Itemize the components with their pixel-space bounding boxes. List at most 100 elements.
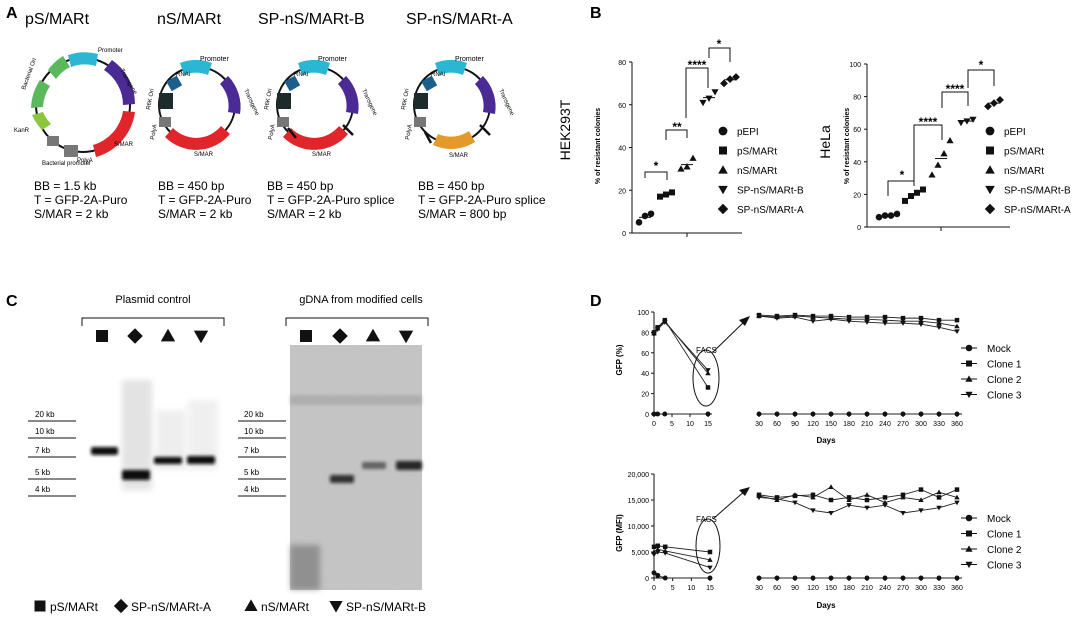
y-tick-label: 0 — [645, 576, 649, 583]
data-point — [936, 575, 942, 581]
data-point — [954, 411, 960, 417]
size-marker-label: 5 kb — [35, 468, 51, 477]
data-point — [828, 317, 834, 322]
plasmid-spec: S/MAR = 2 kb — [267, 207, 342, 221]
promoter-segment — [180, 59, 212, 75]
data-point — [900, 321, 906, 326]
significance-label: ** — [672, 120, 682, 134]
x-tick-label: 240 — [879, 421, 891, 428]
data-point — [918, 497, 924, 503]
x-tick-label: 15 — [706, 585, 714, 592]
plasmid-label: Promoter — [98, 48, 123, 54]
gel-band — [362, 462, 386, 469]
data-point — [882, 495, 888, 500]
data-point — [918, 411, 924, 417]
axis-ticks: 0 20 40 60 80 100 0 5 10 15 30 60 90 120 150 180 210 240 2… — [637, 310, 963, 428]
x-tick-label: 330 — [933, 585, 945, 592]
data-point — [705, 385, 711, 390]
x-tick-label: 0 — [652, 421, 656, 428]
legend-label: pS/MARt — [737, 147, 777, 158]
lane-marker — [332, 328, 348, 344]
data-point — [810, 494, 816, 500]
y-ticks: 0 20 40 60 80 100 — [849, 62, 942, 232]
plasmid-spec: BB = 450 bp — [158, 179, 225, 193]
data-point — [732, 73, 740, 81]
legend-label: Clone 2 — [987, 375, 1022, 386]
data-point — [641, 212, 649, 220]
legend-marker — [965, 344, 973, 352]
data-point — [920, 186, 926, 193]
data-point — [936, 495, 942, 500]
data-point — [689, 154, 697, 161]
significance-label: * — [900, 168, 905, 182]
data-point — [846, 497, 852, 503]
data-point — [726, 75, 734, 83]
series-line — [758, 315, 958, 327]
series-line — [653, 320, 709, 374]
data-point — [705, 368, 711, 373]
x-tick-label: 210 — [861, 421, 873, 428]
data-point — [882, 503, 888, 508]
data-point — [707, 565, 713, 571]
data-point — [707, 575, 713, 581]
plasmid-map-sp-ns-mart-b: Promoter RNAi R6K Ori PolyA Transgene S/… — [264, 56, 378, 158]
legend-marker — [113, 598, 129, 614]
x-tick-label: 30 — [755, 421, 763, 428]
x-tick-label: 300 — [915, 421, 927, 428]
cell-line-label: HEK293T — [557, 99, 573, 160]
x-tick-label: 90 — [791, 585, 799, 592]
legend-marker — [986, 146, 994, 155]
plasmid-label: Bacterial promoter — [42, 161, 91, 167]
data-point — [828, 484, 834, 490]
gel-band — [154, 457, 182, 464]
data-point — [846, 411, 852, 417]
data-point — [918, 508, 924, 514]
y-axis-label: GFP (%) — [615, 344, 624, 375]
plasmid-spec: T = GFP-2A-Puro splice — [267, 193, 395, 207]
data-point — [756, 314, 762, 319]
data-point — [900, 411, 906, 417]
data-points — [875, 95, 1004, 221]
data-point — [864, 316, 870, 322]
data-point — [882, 575, 888, 581]
plasmid-map-ps-mart: Promoter Transgene S/MAR Bacterial Ori K… — [14, 48, 138, 167]
gel-band — [122, 470, 150, 480]
plasmid-spec: S/MAR = 800 bp — [418, 207, 507, 221]
data-point — [846, 503, 852, 508]
splice-marker — [423, 131, 433, 144]
data-point — [756, 411, 762, 417]
axis-ticks: 0 5,000 10,000 15,000 20,000 0 5 10 15 30 60 90 120 1… — [628, 472, 963, 592]
legend-marker — [244, 599, 258, 611]
plasmid-label: Transgene — [360, 88, 378, 117]
legend-label: Clone 3 — [987, 391, 1022, 402]
x-tick-label: 270 — [897, 585, 909, 592]
size-marker-label: 5 kb — [244, 468, 260, 477]
legend-label: pS/MARt — [50, 600, 99, 614]
y-tick-label: 20,000 — [628, 472, 650, 479]
rnai-segment — [166, 75, 183, 92]
transgene-segment — [338, 76, 359, 114]
x-tick-label: 10 — [687, 585, 695, 592]
legend-marker — [985, 165, 995, 174]
legend-marker — [718, 126, 728, 136]
arrow-head — [739, 487, 750, 496]
data-point — [864, 497, 870, 503]
x-tick-label: 210 — [861, 585, 873, 592]
arrow-line — [712, 319, 747, 353]
smar-segment — [93, 111, 135, 157]
plasmid-label: R6K Ori — [146, 88, 156, 110]
promoter-segment — [435, 59, 467, 75]
series-line — [653, 545, 711, 553]
legend-label: pEPI — [1004, 127, 1026, 138]
splice-marker — [287, 127, 297, 139]
lane-marker — [365, 328, 381, 342]
y-tick-label: 20 — [641, 392, 649, 399]
gel-plasmid-control — [86, 345, 220, 588]
r6k-segment — [277, 93, 291, 109]
significance-label: * — [979, 58, 984, 72]
x-tick-label: 120 — [807, 585, 819, 592]
data-point — [908, 193, 914, 200]
y-tick-label: 80 — [641, 330, 649, 337]
data-point — [655, 411, 661, 417]
data-point — [655, 543, 660, 549]
